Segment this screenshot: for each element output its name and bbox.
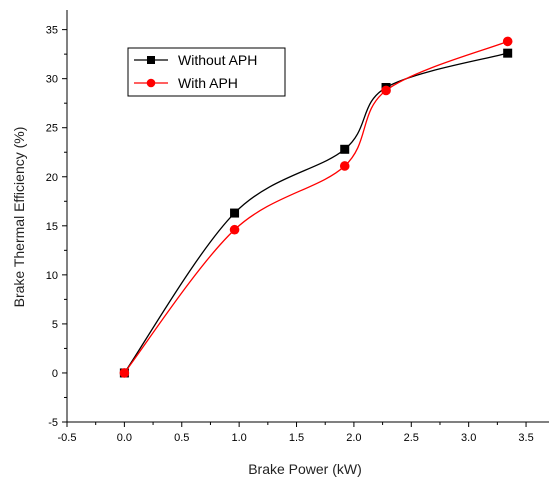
y-tick-label: 0: [52, 368, 58, 380]
series-with-aph: [119, 36, 513, 378]
x-tick-label: 0.0: [117, 432, 132, 444]
y-tick-label: 25: [46, 123, 58, 135]
legend-label: Without APH: [178, 52, 257, 68]
data-point-square: [230, 208, 240, 218]
x-tick-label: 0.5: [174, 432, 189, 444]
data-point-square: [340, 144, 350, 154]
legend-marker-square: [147, 56, 155, 64]
legend-item: With APH: [134, 75, 238, 91]
legend-item: Without APH: [134, 52, 257, 68]
y-tick-label: 30: [46, 74, 58, 86]
series-layer: [119, 36, 513, 378]
data-point-circle: [339, 161, 350, 171]
data-point-circle: [381, 85, 391, 96]
y-axis: -5 0 5 10 15 20 25 30 35: [46, 10, 68, 429]
legend: Without APH With APH: [127, 47, 286, 97]
data-point-circle: [229, 224, 240, 235]
y-tick-label: -5: [48, 417, 58, 429]
x-tick-label: 1.0: [231, 432, 246, 444]
x-axis-title: Brake Power (kW): [248, 461, 362, 477]
y-tick-label: 35: [46, 25, 58, 37]
data-point-circle: [119, 368, 130, 378]
series-without-aph: [119, 48, 513, 378]
y-tick-label: 10: [46, 270, 58, 282]
y-tick-label: 5: [52, 319, 58, 331]
data-point-circle: [502, 36, 513, 47]
x-tick-label: 2.0: [346, 432, 361, 444]
y-axis-title: Brake Thermal Efficiency (%): [11, 127, 27, 308]
x-tick-label: 1.5: [289, 432, 304, 444]
y-tick-label: 20: [46, 172, 58, 184]
x-tick-label: 2.5: [404, 432, 419, 444]
x-tick-label: 3.0: [461, 432, 476, 444]
series-line: [123, 52, 508, 374]
legend-marker-circle: [146, 78, 156, 88]
x-tick-label: -0.5: [58, 432, 77, 444]
x-axis: -0.5 0.0 0.5 1.0 1.5 2.0 2.5 3.0 3.5: [58, 421, 549, 444]
y-tick-label: 15: [46, 221, 58, 233]
data-point-square: [503, 48, 513, 58]
x-tick-label: 3.5: [518, 432, 533, 444]
legend-label: With APH: [178, 75, 238, 91]
